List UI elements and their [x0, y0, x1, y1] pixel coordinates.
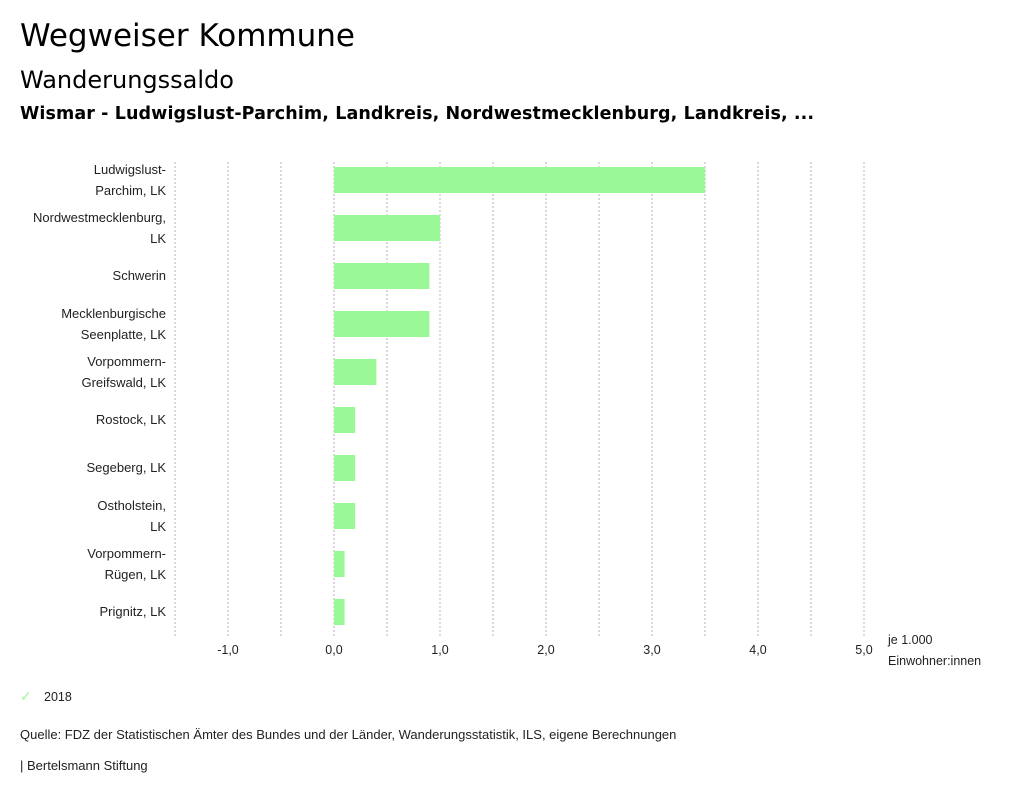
bar	[334, 455, 356, 481]
bar-chart: Ludwigslust- Parchim, LK Nordwestmecklenbu…	[33, 162, 873, 657]
legend-item-2018[interactable]: ✓ 2018	[20, 688, 72, 705]
category-label-line: LK	[150, 231, 166, 246]
category-label: Segeberg, LK	[86, 460, 166, 475]
category-label: Vorpommern- Rügen, LK	[87, 546, 166, 582]
check-icon: ✓	[20, 688, 32, 704]
bar	[334, 263, 430, 289]
category-label-line: Ostholstein,	[97, 498, 166, 513]
category-label: Nordwestmecklenburg, LK	[33, 210, 166, 246]
category-label-line: Vorpommern-	[87, 546, 166, 561]
bar	[334, 359, 377, 385]
category-label-line: LK	[150, 519, 166, 534]
category-label-line: Ludwigslust-	[94, 162, 166, 177]
category-label-line: Nordwestmecklenburg,	[33, 210, 166, 225]
bar	[334, 551, 345, 577]
x-tick-label: -1,0	[217, 643, 239, 657]
page-title: Wegweiser Kommune	[20, 18, 355, 54]
category-labels: Ludwigslust- Parchim, LK Nordwestmecklenbu…	[33, 162, 166, 619]
category-label-line: Greifswald, LK	[81, 375, 166, 390]
bar	[334, 407, 356, 433]
x-tick-label: 3,0	[643, 643, 660, 657]
brand-credit: | Bertelsmann Stiftung	[20, 758, 148, 773]
unit-line-2: Einwohner:innen	[888, 654, 982, 668]
bar	[334, 311, 430, 337]
bar	[334, 503, 356, 529]
x-tick-label: 2,0	[537, 643, 554, 657]
category-label: Mecklenburgische Seenplatte, LK	[61, 306, 166, 342]
bar	[334, 215, 440, 241]
bar	[334, 167, 705, 193]
category-label-line: Seenplatte, LK	[81, 327, 167, 342]
category-label: Ostholstein, LK	[97, 498, 166, 534]
bars	[334, 167, 705, 625]
category-label: Rostock, LK	[96, 412, 166, 427]
x-tick-label: 4,0	[749, 643, 766, 657]
category-label: Vorpommern- Greifswald, LK	[81, 354, 166, 390]
bar	[334, 599, 345, 625]
category-label-line: Parchim, LK	[95, 183, 166, 198]
x-tick-label: 5,0	[855, 643, 872, 657]
legend-label: 2018	[44, 689, 72, 704]
category-label-line: Rügen, LK	[105, 567, 167, 582]
category-label-line: Vorpommern-	[87, 354, 166, 369]
x-tick-label: 0,0	[325, 643, 342, 657]
x-tick-label: 1,0	[431, 643, 448, 657]
gridlines	[174, 162, 865, 636]
category-label: Ludwigslust- Parchim, LK	[94, 162, 167, 198]
chart-subtitle: Wanderungssaldo	[20, 66, 234, 94]
category-label-line: Mecklenburgische	[61, 306, 166, 321]
region-selection: Wismar - Ludwigslust-Parchim, Landkreis,…	[20, 104, 815, 124]
category-label: Prignitz, LK	[100, 604, 167, 619]
source-note: Quelle: FDZ der Statistischen Ämter des …	[20, 727, 677, 742]
x-axis-unit-label: je 1.000 Einwohner:innen	[888, 630, 981, 672]
x-axis-ticks: -1,0 0,0 1,0 2,0 3,0 4,0 5,0	[217, 643, 873, 657]
category-label: Schwerin	[113, 268, 166, 283]
unit-line-1: je 1.000	[888, 633, 933, 647]
